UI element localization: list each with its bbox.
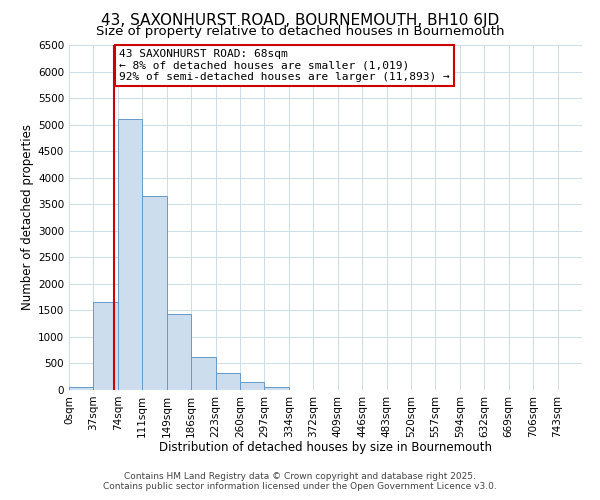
Bar bbox=[118, 120, 142, 390]
Bar bbox=[167, 314, 191, 390]
Text: Contains HM Land Registry data © Crown copyright and database right 2025.
Contai: Contains HM Land Registry data © Crown c… bbox=[103, 472, 497, 491]
Bar bbox=[142, 196, 167, 390]
Text: Size of property relative to detached houses in Bournemouth: Size of property relative to detached ho… bbox=[96, 25, 504, 38]
Bar bbox=[265, 387, 289, 390]
Bar bbox=[94, 302, 118, 390]
X-axis label: Distribution of detached houses by size in Bournemouth: Distribution of detached houses by size … bbox=[159, 441, 492, 454]
Text: 43, SAXONHURST ROAD, BOURNEMOUTH, BH10 6JD: 43, SAXONHURST ROAD, BOURNEMOUTH, BH10 6… bbox=[101, 12, 499, 28]
Bar bbox=[69, 388, 94, 390]
Bar bbox=[191, 357, 215, 390]
Y-axis label: Number of detached properties: Number of detached properties bbox=[21, 124, 34, 310]
Bar bbox=[215, 373, 240, 390]
Text: 43 SAXONHURST ROAD: 68sqm
← 8% of detached houses are smaller (1,019)
92% of sem: 43 SAXONHURST ROAD: 68sqm ← 8% of detach… bbox=[119, 49, 450, 82]
Bar bbox=[240, 382, 265, 390]
